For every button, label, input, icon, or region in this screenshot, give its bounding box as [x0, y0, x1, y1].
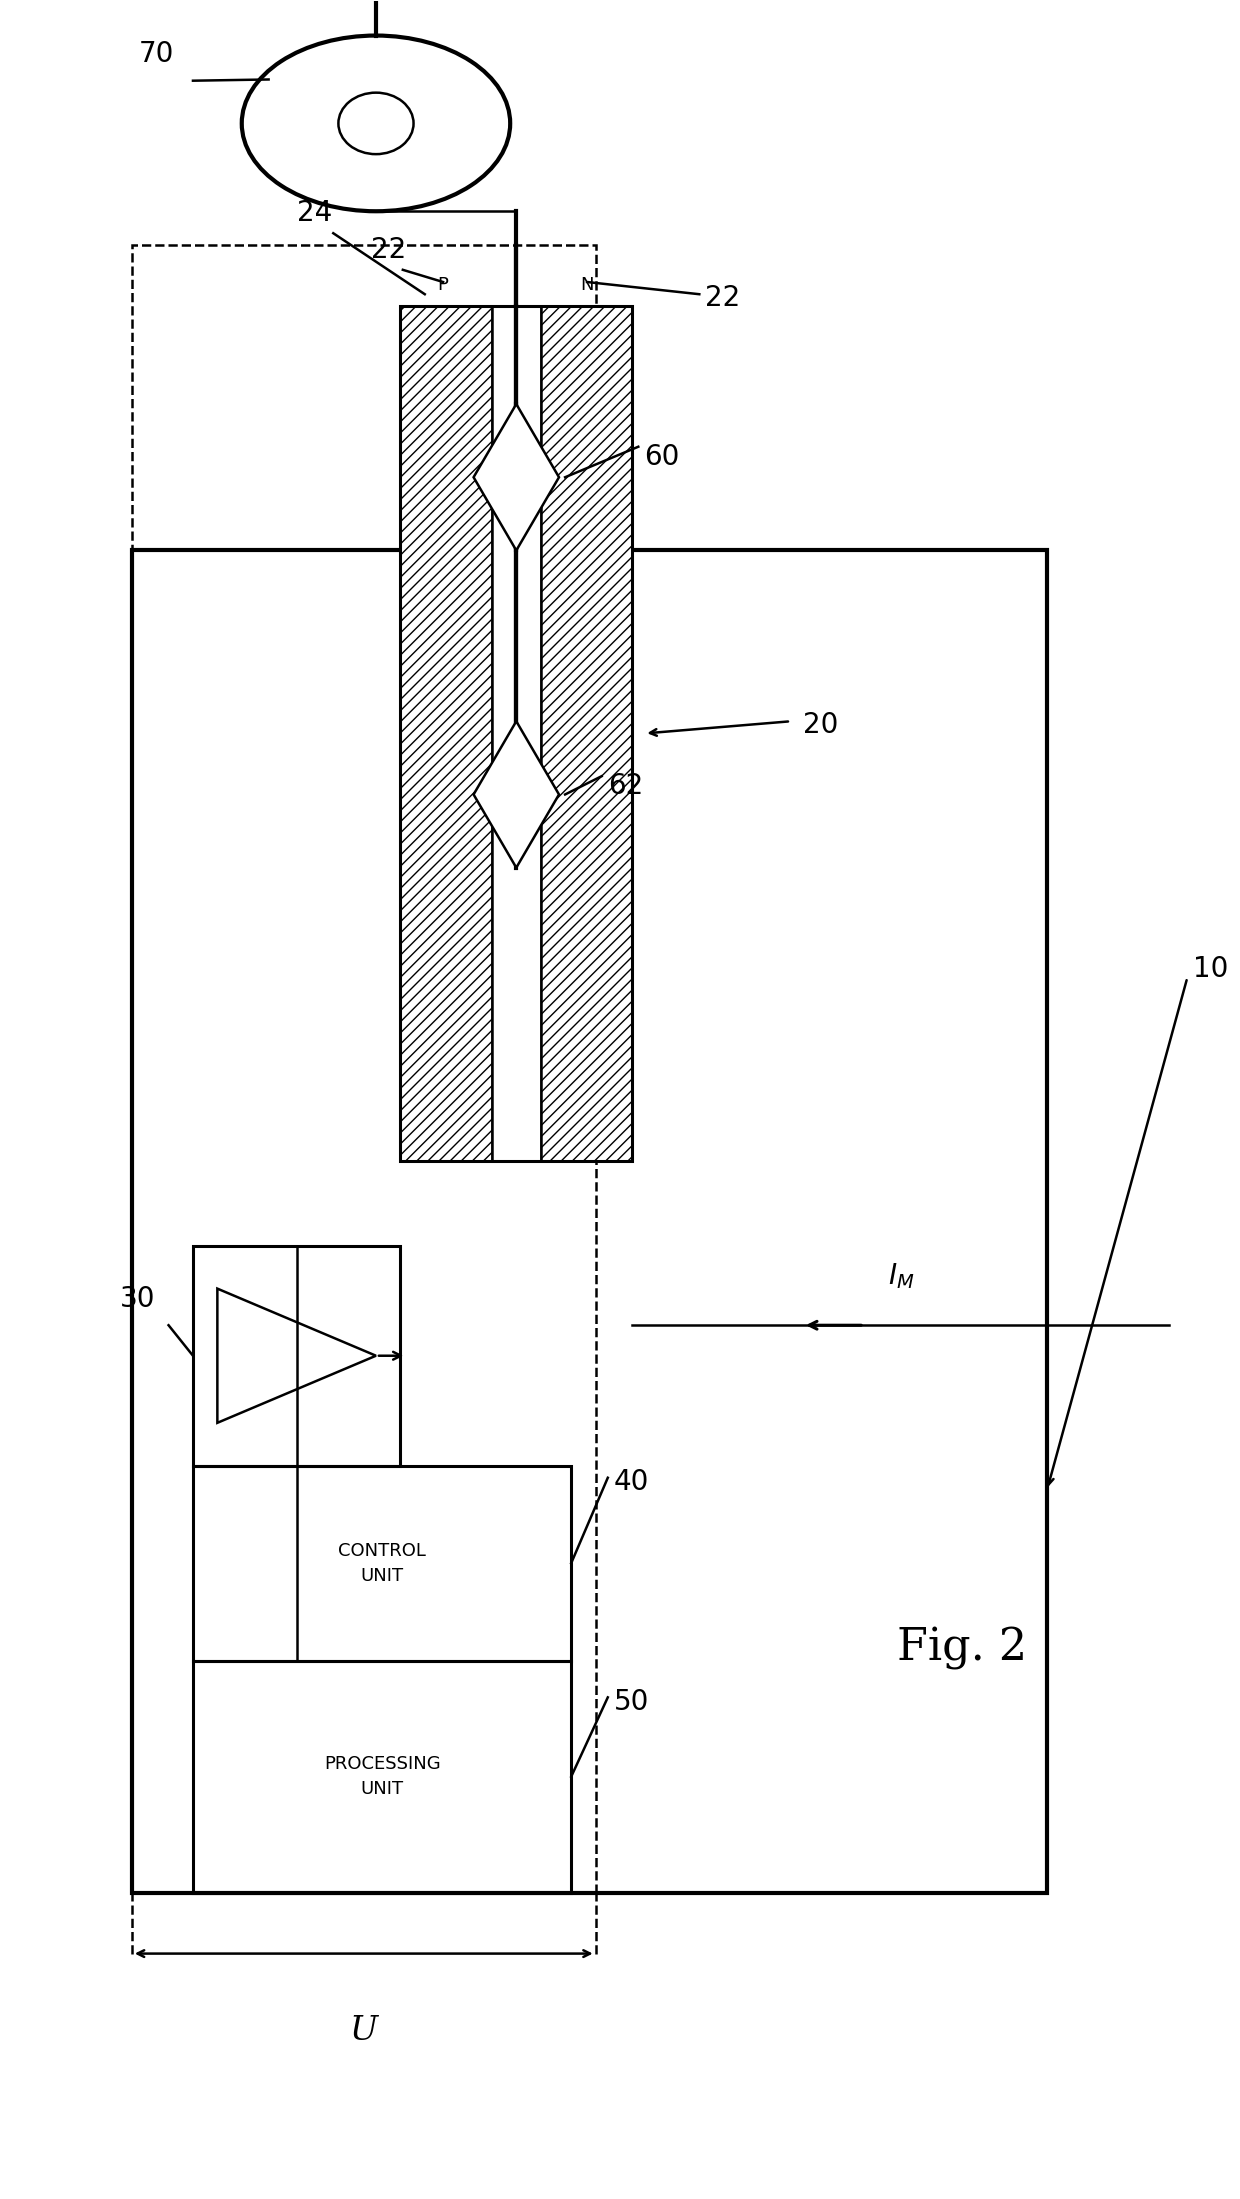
- Text: 70: 70: [139, 40, 174, 68]
- Text: 30: 30: [120, 1284, 156, 1313]
- Polygon shape: [474, 405, 559, 550]
- Bar: [131, 550, 1047, 1893]
- Bar: [492, 306, 541, 1161]
- Text: 24: 24: [298, 200, 332, 226]
- Bar: [193, 1660, 572, 1893]
- Text: 50: 50: [614, 1687, 650, 1715]
- Text: 20: 20: [804, 712, 838, 739]
- Text: $I_M$: $I_M$: [888, 1262, 915, 1291]
- Polygon shape: [474, 721, 559, 869]
- Text: Fig. 2: Fig. 2: [897, 1627, 1027, 1671]
- Text: 10: 10: [1193, 957, 1229, 983]
- Text: CONTROL
UNIT: CONTROL UNIT: [339, 1541, 427, 1585]
- Text: 40: 40: [614, 1469, 650, 1495]
- Bar: [401, 306, 632, 1161]
- Bar: [401, 306, 492, 1161]
- Text: PROCESSING
UNIT: PROCESSING UNIT: [324, 1755, 440, 1799]
- Text: 60: 60: [645, 442, 680, 471]
- Text: 22: 22: [371, 235, 405, 264]
- Text: N: N: [580, 277, 594, 295]
- Text: U: U: [350, 2014, 378, 2047]
- Bar: [193, 1247, 401, 1465]
- Text: 62: 62: [608, 772, 644, 800]
- Text: P: P: [438, 277, 449, 295]
- Bar: [193, 1465, 572, 1660]
- Text: 22: 22: [706, 284, 740, 312]
- Bar: [131, 246, 595, 1893]
- Bar: [541, 306, 632, 1161]
